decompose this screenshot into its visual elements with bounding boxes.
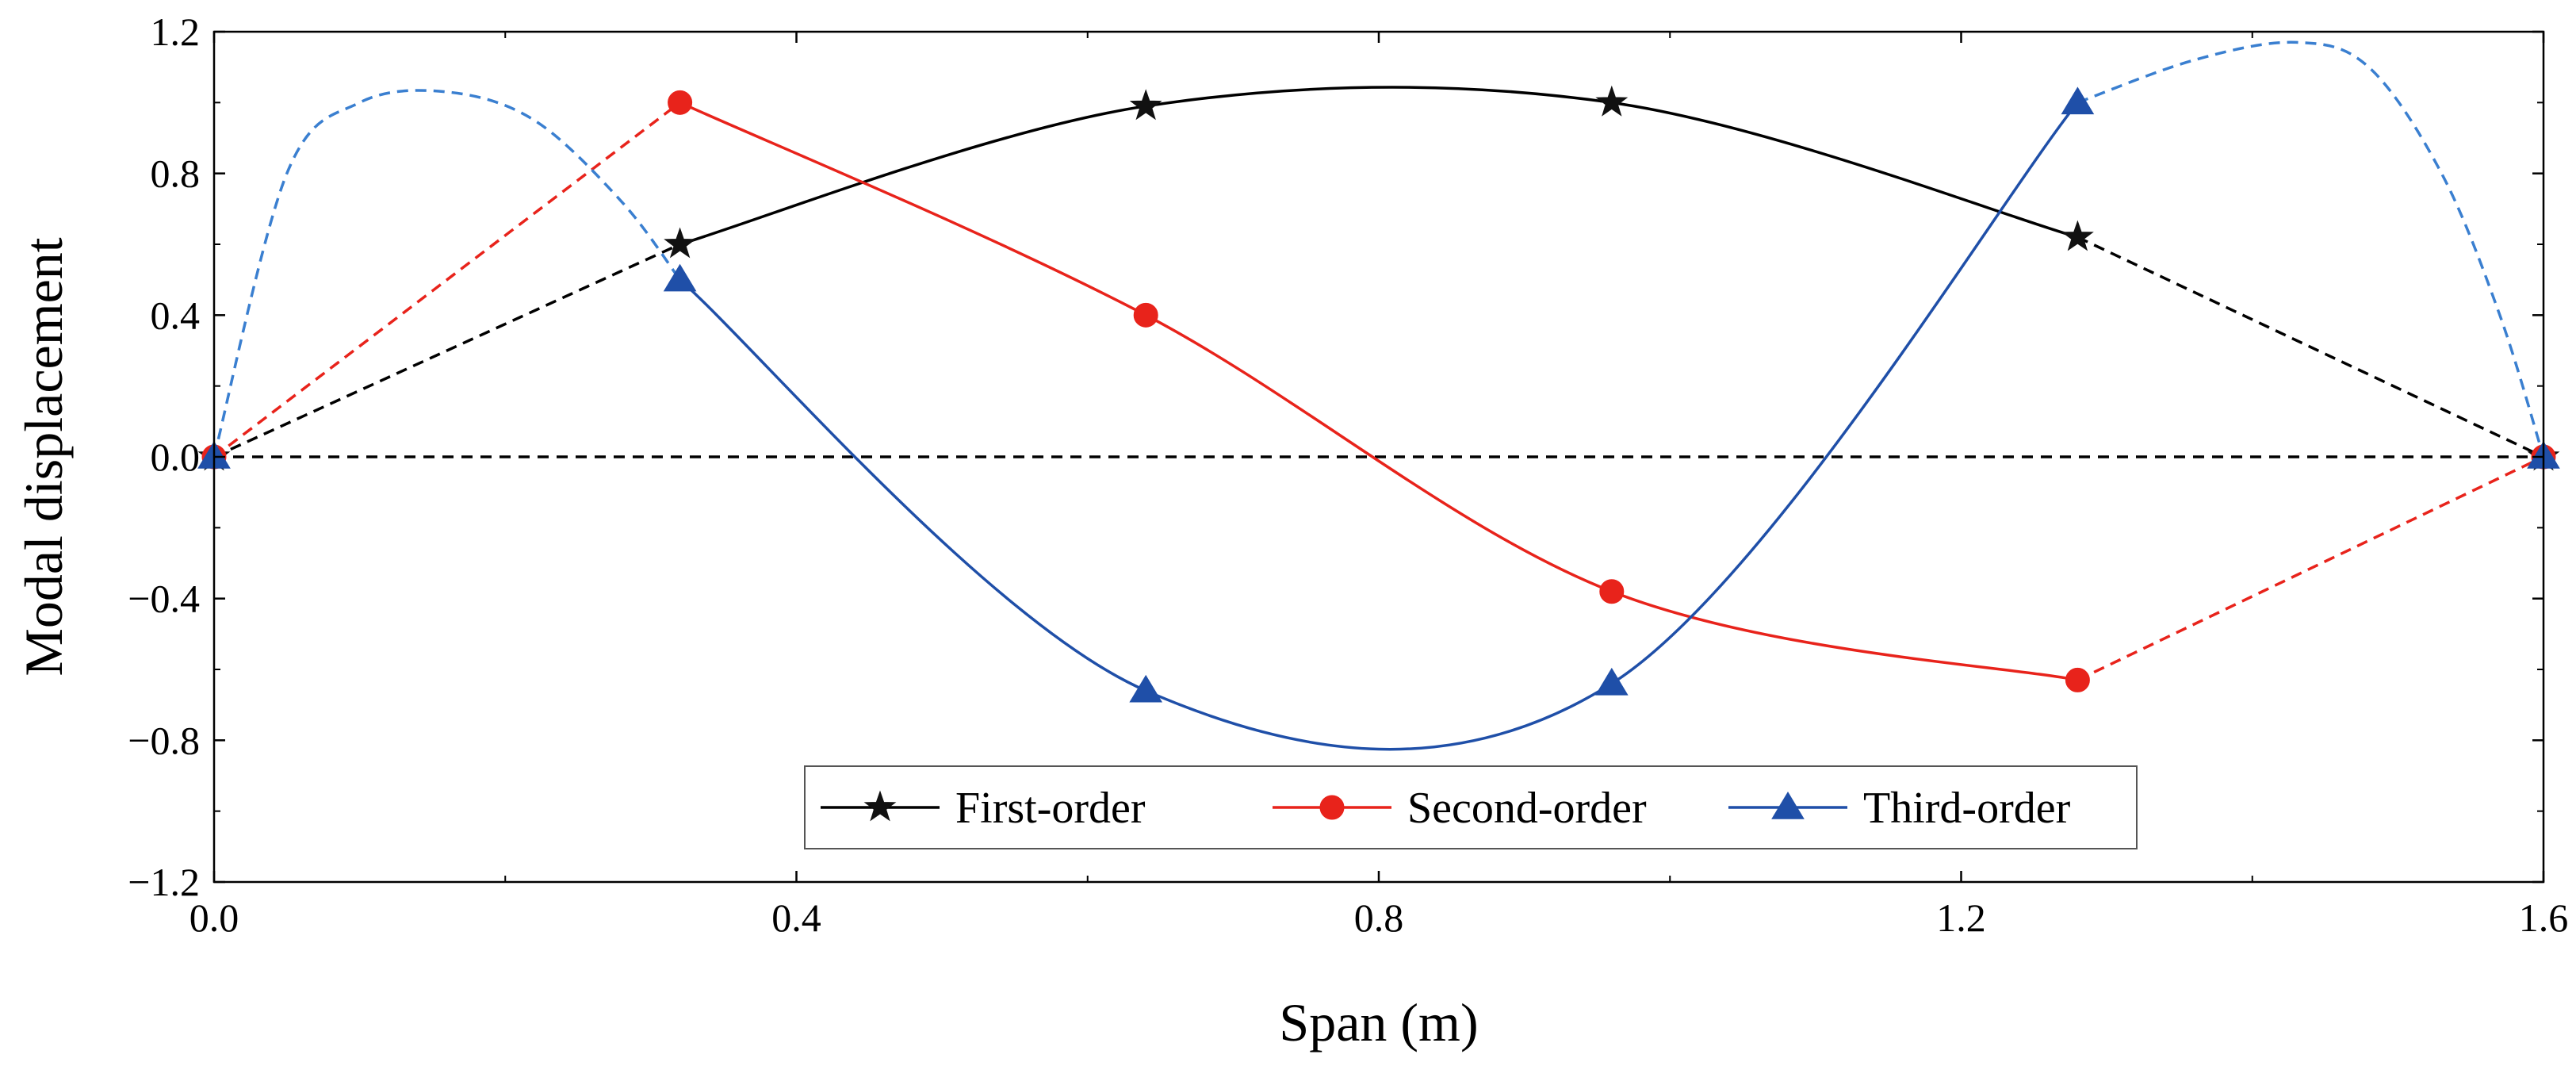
series-second-order-point-2 <box>1133 302 1158 328</box>
series-third-order-point-3 <box>1594 667 1629 696</box>
x-tick-label-4: 1.6 <box>2519 895 2569 940</box>
y-tick-label-3: 0.0 <box>151 435 201 479</box>
y-tick-label-0: 1.2 <box>151 10 201 54</box>
legend-marker-second-order <box>1319 795 1345 820</box>
x-tick-label-1: 0.4 <box>771 895 821 940</box>
series-second-order-dashed-right <box>2076 455 2544 681</box>
legend-marker-first-order <box>863 790 897 822</box>
series-first-order-line <box>679 86 2078 246</box>
x-tick-label-3: 1.2 <box>1936 895 1986 940</box>
x-axis-title: Span (m) <box>1279 992 1478 1053</box>
y-axis-title: Modal displacement <box>13 237 74 676</box>
series-first-order-point-1 <box>664 227 697 259</box>
axes-layer: 0.0 0.4 0.8 1.2 1.6 1.2 0.8 0.4 0.0 −0.4 −0.8 −1.2 <box>128 10 2568 940</box>
series-third-order-dashed-right <box>2076 40 2545 458</box>
y-tick-label-2: 0.4 <box>151 293 201 337</box>
series-first-order-point-3 <box>1595 85 1629 117</box>
series-second-order-point-1 <box>668 90 693 115</box>
legend-label-second-order: Second-order <box>1407 784 1647 833</box>
series-first-order-dashed-left <box>213 243 681 458</box>
legend-marker-third-order <box>1771 792 1805 819</box>
series-first-order-point-4 <box>2061 220 2094 251</box>
series-third-order-dashed-left <box>212 89 682 458</box>
series-third-order <box>197 40 2560 751</box>
x-tick-label-0: 0.0 <box>189 895 239 940</box>
series-second-order-point-3 <box>1599 579 1625 604</box>
y-tick-label-5: −0.8 <box>128 718 200 762</box>
y-tick-label-1: 0.8 <box>151 151 201 196</box>
y-tick-label-4: −0.4 <box>128 577 200 621</box>
legend: First-order Second-order Third-order <box>804 765 2138 849</box>
series-third-order-point-2 <box>1129 674 1163 703</box>
series-second-order-dashed-left <box>212 101 681 458</box>
legend-label-third-order: Third-order <box>1863 784 2071 833</box>
x-tick-label-2: 0.8 <box>1354 895 1404 940</box>
y-tick-label-6: −1.2 <box>128 860 200 904</box>
series-second-order-point-4 <box>2065 667 2090 692</box>
series-first-order-dashed-right <box>2076 236 2544 458</box>
series-first-order-point-2 <box>1129 89 1162 121</box>
series-second-order-line <box>679 101 2078 682</box>
series-third-order-line <box>679 102 2079 751</box>
legend-label-first-order: First-order <box>955 784 1146 833</box>
legend-box <box>804 765 2138 849</box>
series-third-order-point-4 <box>2061 86 2095 115</box>
series-third-order-point-1 <box>663 263 697 292</box>
